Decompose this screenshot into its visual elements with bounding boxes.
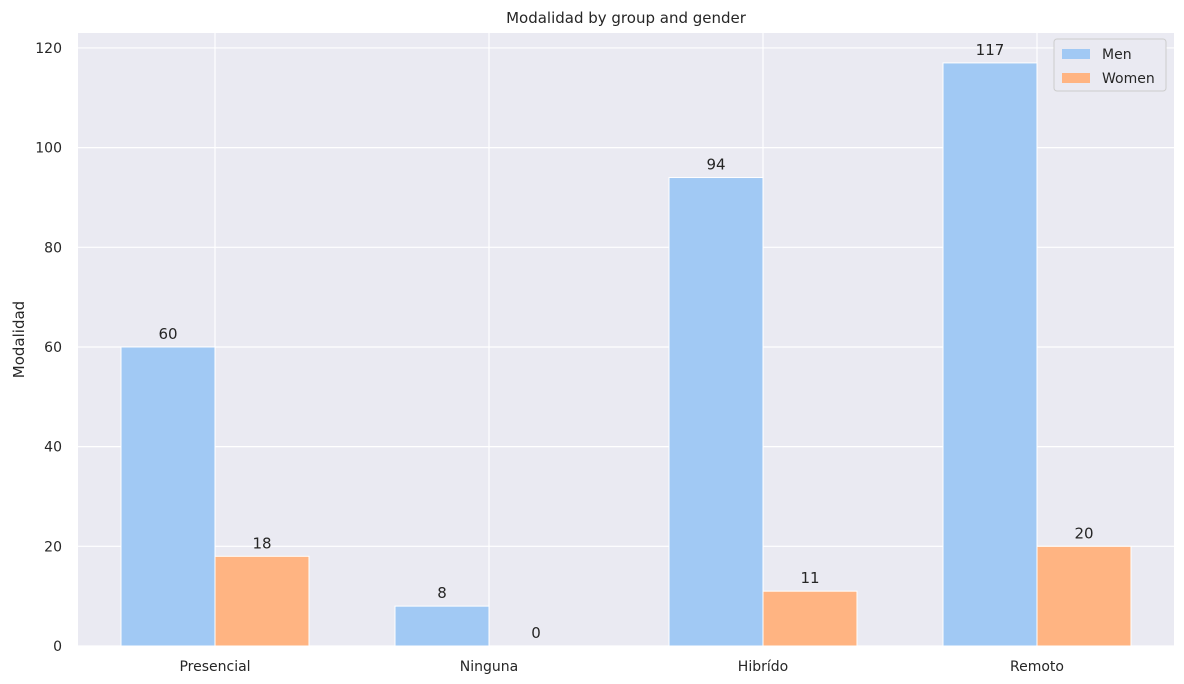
legend: Men Women (1053, 38, 1167, 92)
y-tick-label: 0 (53, 639, 62, 655)
y-ticks: 0 20 40 60 80 100 120 (35, 41, 62, 655)
legend-swatch (1062, 73, 1090, 83)
chart-title: Modalidad by group and gender (506, 9, 747, 27)
y-tick-label: 40 (44, 440, 62, 456)
y-tick-label: 60 (44, 340, 62, 356)
legend-label: Women (1102, 71, 1155, 87)
x-ticks: Presencial Ninguna Hibrído Remoto (179, 659, 1064, 675)
x-tick-label: Hibrído (738, 659, 788, 675)
data-label: 60 (158, 325, 177, 343)
bar-women-hibrído (762, 590, 858, 647)
y-axis-label: Modalidad (10, 301, 28, 378)
data-label: 20 (1074, 524, 1093, 542)
x-tick-label: Remoto (1010, 659, 1064, 675)
data-label: 8 (437, 584, 447, 602)
data-label: 94 (706, 156, 725, 174)
y-tick-label: 120 (35, 41, 62, 57)
bar-men-ninguna (394, 605, 490, 647)
bar-women-presencial (214, 555, 310, 647)
data-labels: 60 8 94 117 18 0 11 20 (158, 41, 1093, 642)
bars (120, 62, 1132, 647)
data-label: 0 (531, 624, 541, 642)
data-label: 11 (800, 569, 819, 587)
bar-men-presencial (120, 346, 216, 647)
bar-women-remoto (1036, 545, 1132, 647)
x-tick-label: Ninguna (460, 659, 518, 675)
bar-men-hibrído (668, 177, 764, 647)
legend-swatch (1062, 49, 1090, 59)
x-tick-label: Presencial (179, 659, 250, 675)
y-tick-label: 100 (35, 141, 62, 157)
bar-men-remoto (942, 62, 1038, 647)
data-label: 117 (976, 41, 1005, 59)
y-tick-label: 80 (44, 240, 62, 256)
data-label: 18 (252, 534, 271, 552)
y-tick-label: 20 (44, 539, 62, 555)
legend-label: Men (1102, 47, 1132, 63)
